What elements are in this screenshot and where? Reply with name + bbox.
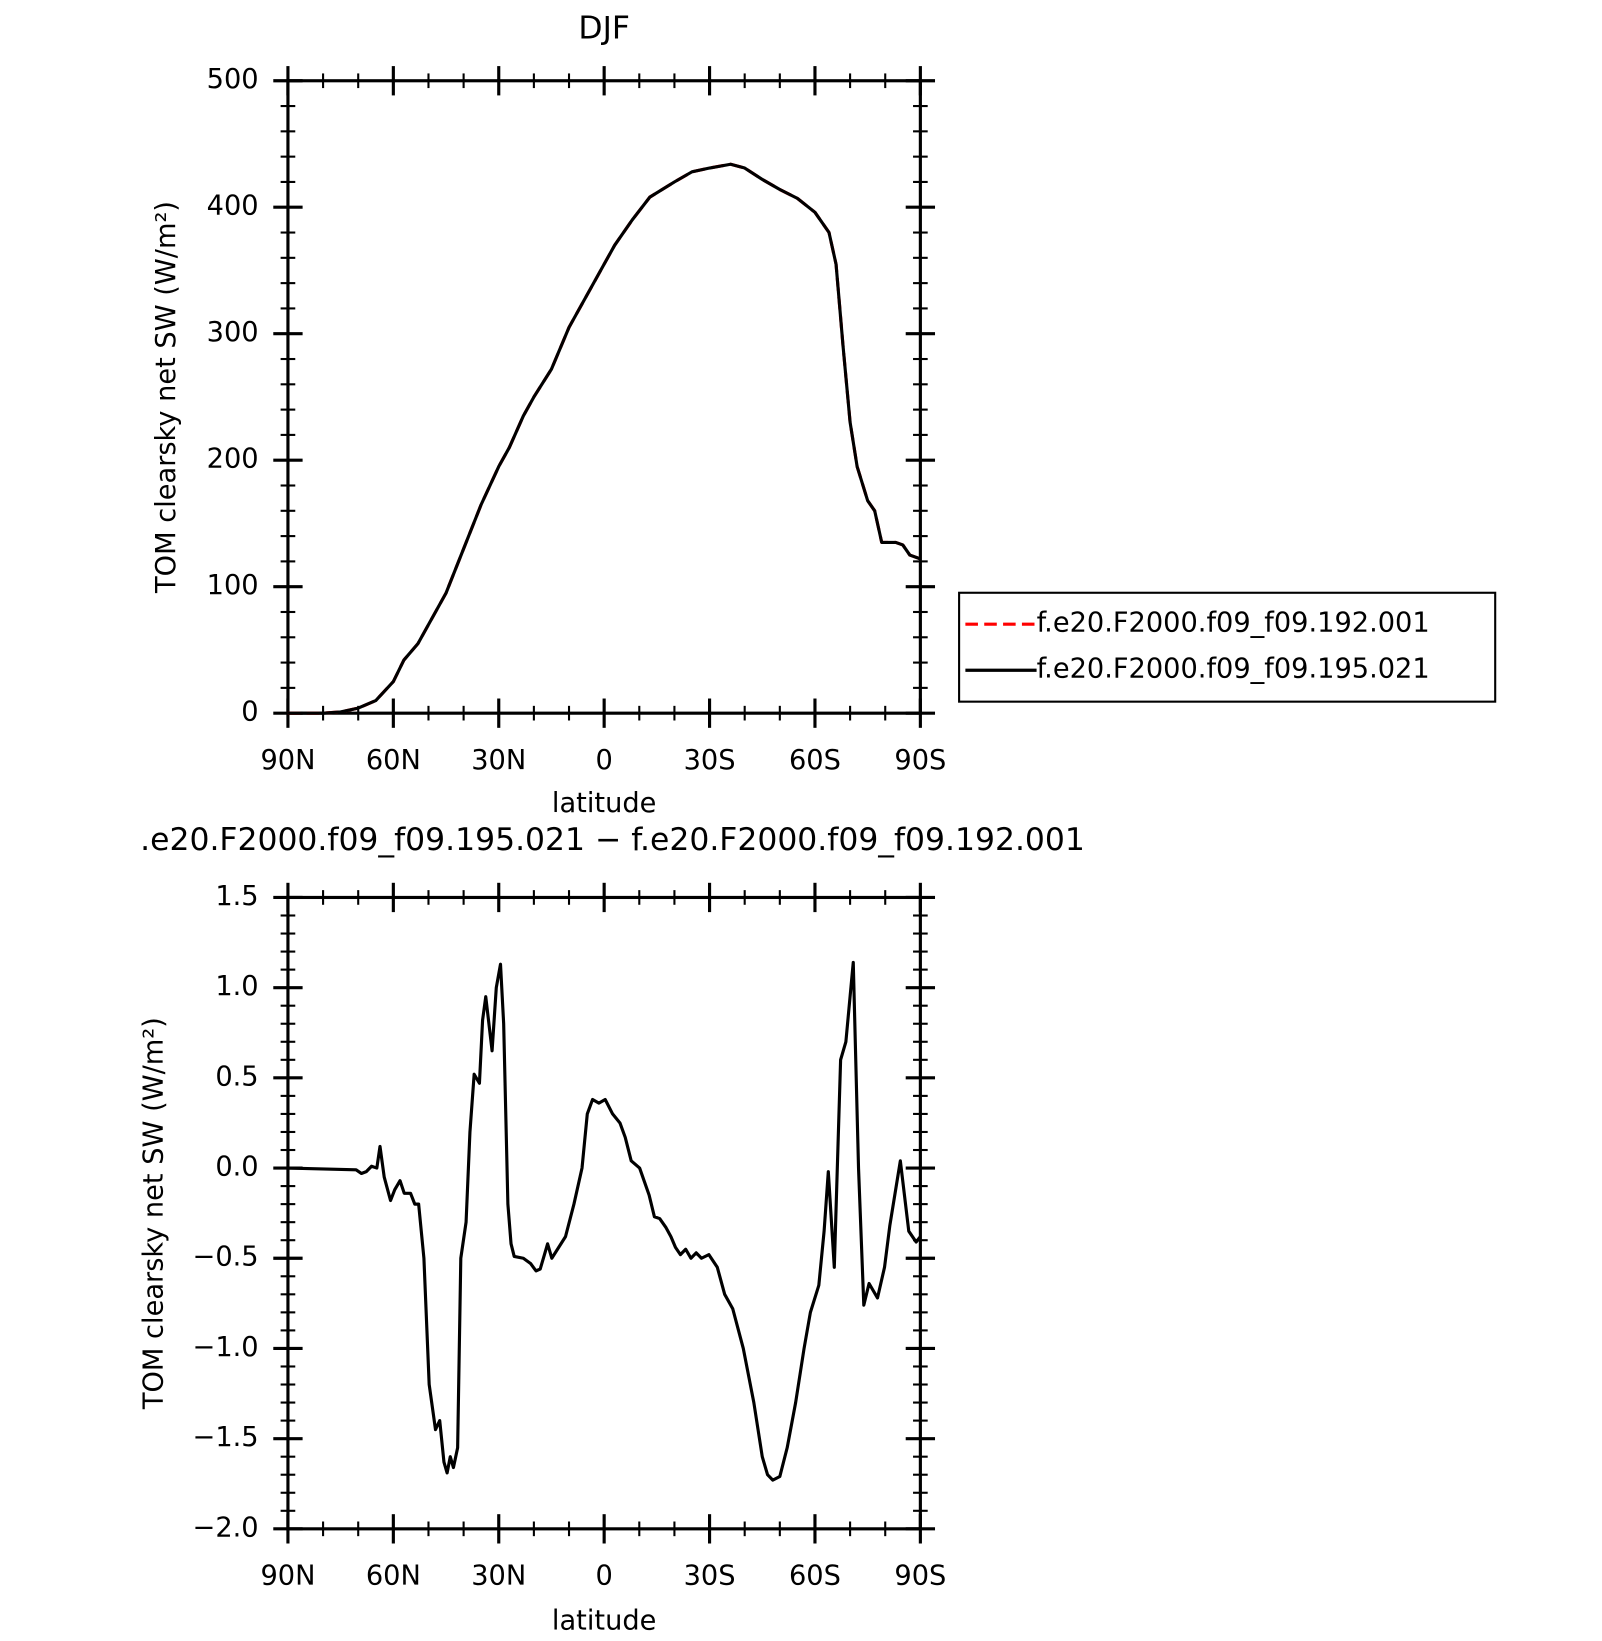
y-tick-label: −2.0 [193,1512,259,1543]
y-axis-label: TOM clearsky net SW (W/m²) [151,201,182,594]
chart-title: DJF [578,10,630,46]
y-tick-label: 300 [207,317,259,348]
y-tick-label: 0.0 [215,1152,258,1183]
x-axis-label: latitude [552,1606,656,1637]
x-axis-label: latitude [552,788,656,819]
y-tick-label: −0.5 [193,1242,259,1273]
data-line [287,960,922,1482]
y-tick-label: 1.5 [215,881,258,912]
y-tick-label: −1.0 [193,1332,259,1363]
y-tick-label: 0.5 [215,1061,258,1092]
data-line [287,162,921,715]
x-tick-label: 90S [894,1561,946,1592]
x-tick-label: 60N [366,1561,421,1592]
x-tick-label: 30N [471,1561,526,1592]
y-tick-label: 400 [207,191,259,222]
y-axis-label: TOM clearsky net SW (W/m²) [138,1017,169,1410]
y-tick-label: 100 [207,570,259,601]
data-line [287,162,921,715]
legend-label: f.e20.F2000.f09_f09.192.001 [1037,608,1430,639]
legend-label: f.e20.F2000.f09_f09.195.021 [1037,654,1430,685]
x-tick-label: 30N [471,745,526,776]
y-tick-label: −1.5 [193,1422,259,1453]
y-tick-label: 200 [207,444,259,475]
x-tick-label: 90S [894,745,946,776]
x-tick-label: 60N [366,745,421,776]
x-tick-label: 0 [595,1561,612,1592]
x-tick-label: 90N [260,1561,315,1592]
plot-frame [286,79,922,715]
x-tick-label: 0 [595,745,612,776]
x-tick-label: 60S [789,1561,841,1592]
y-tick-label: 0 [241,697,258,728]
x-tick-label: 90N [260,745,315,776]
legend-box [958,591,1497,703]
y-tick-label: 1.0 [215,971,258,1002]
x-tick-label: 30S [684,745,736,776]
chart-title: .e20.F2000.f09_f09.195.021 − f.e20.F2000… [140,822,1085,858]
y-tick-label: 500 [207,64,259,95]
x-tick-label: 30S [684,1561,736,1592]
x-tick-label: 60S [789,745,841,776]
